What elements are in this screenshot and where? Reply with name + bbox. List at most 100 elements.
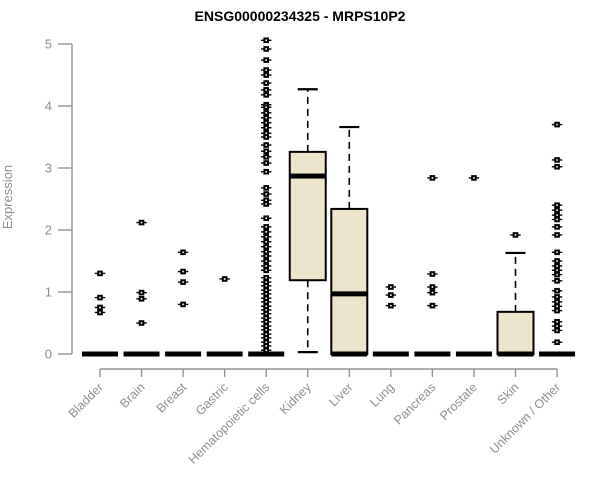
outlier-square-center [556,296,558,298]
outlier-point [551,249,563,256]
outlier-point [94,304,106,311]
outlier-square-center [99,272,101,275]
x-tick-label-hematopoietic-cells: Hematopoietic cells [186,380,273,467]
outlier-point [551,303,563,310]
outlier-square-center [556,301,558,303]
median-line [331,291,368,297]
column-pancreas [414,175,451,357]
outlier-point [551,212,563,218]
outlier-point [510,232,521,238]
outlier-point [261,331,272,337]
outlier-point [261,343,272,349]
outlier-point [261,80,272,86]
outlier-point [261,57,272,63]
box-base-bar [331,351,368,357]
y-tick-label: 4 [45,99,52,114]
outlier-point [551,216,563,223]
outlier-square-center [556,273,558,276]
outlier-point [261,307,272,313]
outlier-square-center [265,240,267,243]
outlier-point [261,46,272,52]
column-breast [165,249,202,357]
outlier-point [261,130,272,137]
outlier-point [551,121,563,128]
outlier-point [261,347,272,354]
outlier-square-center [556,214,558,216]
outlier-square-center [265,59,267,61]
y-tick-label: 1 [45,285,52,300]
outlier-point [261,267,272,274]
outlier-square-center [140,322,143,324]
median-line [455,351,492,357]
outlier-square-center [265,305,267,308]
outlier-point [261,185,272,191]
outlier-point [261,67,272,73]
outlier-square-center [265,337,267,339]
outlier-square-center [265,269,267,272]
outlier-square-center [265,203,267,205]
outlier-point [551,271,563,278]
outlier-square-center [265,312,267,315]
outlier-point [427,302,438,309]
outlier-point [261,327,272,333]
outlier-square-center [556,320,558,323]
outlier-point [261,263,272,269]
outlier-square-center [265,162,267,164]
outlier-point [219,276,230,282]
outlier-square-center [265,89,267,91]
outlier-square-center [265,48,267,50]
outlier-square-center [556,305,558,308]
outlier-point [261,283,272,289]
outlier-point [261,124,272,131]
column-bladder [82,270,118,357]
outlier-square-center [265,39,267,42]
outlier-square-center [99,311,101,314]
outlier-point [261,119,272,126]
outlier-point [261,315,272,321]
outlier-square-center [99,306,101,309]
outlier-square-center [514,234,517,236]
outlier-square-center [223,278,226,280]
outlier-square-center [431,304,434,307]
outlier-point [261,191,272,197]
outlier-point [261,238,272,245]
outlier-square-center [182,270,184,273]
column-gastric [206,276,243,357]
outlier-square-center [265,297,267,299]
outlier-point [427,175,438,181]
outlier-point [261,253,272,259]
outlier-point [261,291,272,297]
outlier-square-center [556,204,558,206]
outlier-point [551,327,563,334]
outlier-point [261,287,272,293]
outlier-point [261,234,272,240]
outlier-point [261,201,272,207]
outlier-point [261,323,272,329]
outlier-point [177,301,189,308]
outlier-square-center [556,165,558,168]
outlier-point [94,294,106,301]
outlier-square-center [265,236,267,238]
outlier-point [427,289,438,296]
outlier-square-center [182,303,184,306]
outlier-square-center [556,218,558,221]
outlier-square-center [265,156,267,158]
outlier-point [136,289,147,296]
column-unknown-other [539,121,576,357]
column-kidney [288,88,327,354]
outlier-square-center [265,281,267,283]
outlier-point [551,157,563,163]
outlier-point [94,270,106,277]
outlier-point [177,249,189,256]
outlier-point [551,323,563,329]
outlier-point [94,309,106,316]
outlier-point [177,279,189,285]
outlier-square-center [431,273,434,275]
outlier-point [551,318,563,325]
x-tick-label-liver: Liver [326,380,355,409]
x-tick-label-unknown-other: Unknown / Other [487,380,563,456]
outlier-point [261,37,272,44]
outlier-square-center [265,126,267,129]
outlier-square-center [556,234,558,236]
outlier-square-center [265,69,267,71]
